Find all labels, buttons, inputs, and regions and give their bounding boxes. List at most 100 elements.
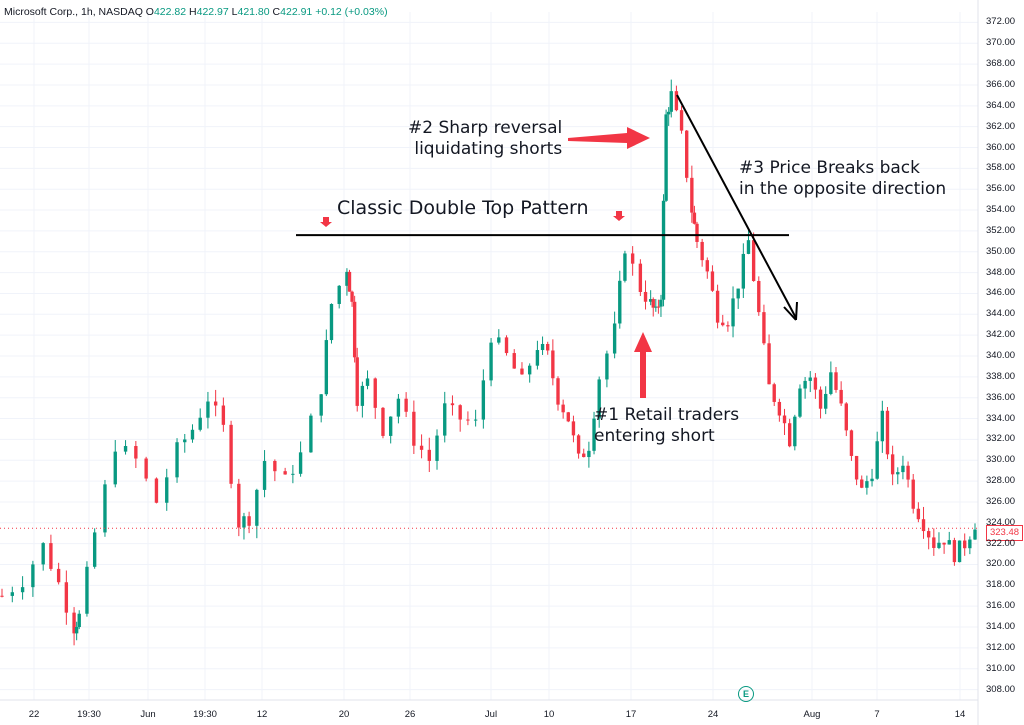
candle-body <box>319 394 323 416</box>
pattern-title: Classic Double Top Pattern <box>337 197 589 219</box>
candle-body <box>85 566 89 614</box>
close-label: C <box>272 6 281 18</box>
candle-body <box>829 372 833 394</box>
candle-body <box>347 271 352 292</box>
candle-body <box>561 404 565 413</box>
candle-body <box>952 540 957 563</box>
candle-body <box>237 483 241 528</box>
y-tick-label: 366.00 <box>986 78 1016 90</box>
trend-arrow-line <box>676 94 797 319</box>
candle-body <box>41 543 45 565</box>
candle-body <box>183 439 187 443</box>
candle-body <box>134 446 138 459</box>
candle-body <box>582 453 586 458</box>
y-tick-label: 326.00 <box>986 495 1016 507</box>
candle-body <box>705 260 709 272</box>
y-tick-label: 318.00 <box>986 579 1016 591</box>
x-tick-label: Jul <box>484 709 498 720</box>
candle-body <box>262 460 267 490</box>
x-tick-label: 14 <box>954 709 966 720</box>
candle-body <box>458 405 462 420</box>
candle-body <box>777 401 782 416</box>
candle-body <box>957 540 962 563</box>
candle-body <box>669 91 673 112</box>
candle-body <box>767 343 771 385</box>
candle-body <box>337 285 341 304</box>
y-tick-label: 350.00 <box>986 245 1016 257</box>
candle-body <box>412 411 416 446</box>
candle-body <box>757 280 761 313</box>
candle-body <box>605 353 609 380</box>
candle-body <box>49 543 53 569</box>
y-tick-label: 358.00 <box>986 162 1016 174</box>
annotation-3: #3 Price Breaks back in the opposite dir… <box>739 158 946 200</box>
candle-body <box>489 342 493 381</box>
candle-body <box>427 449 431 461</box>
high-label: H <box>189 6 197 18</box>
candle-body <box>664 114 668 201</box>
candle-body <box>504 337 509 354</box>
y-tick-label: 308.00 <box>986 683 1016 695</box>
y-tick-label: 348.00 <box>986 266 1016 278</box>
x-tick-label: Jun <box>140 709 156 720</box>
open-label: O <box>145 6 154 18</box>
candle-body <box>772 384 776 402</box>
candle-body <box>623 253 627 281</box>
candle-body <box>932 537 936 548</box>
candle-body <box>661 200 666 300</box>
candle-body <box>731 298 735 327</box>
candle-body <box>103 484 107 533</box>
candle-body <box>690 177 694 213</box>
up-arrow-icon <box>634 332 652 398</box>
candle-body <box>165 477 169 503</box>
candle-body <box>481 380 486 420</box>
x-tick-label: 24 <box>707 709 719 720</box>
candle-body <box>860 479 864 488</box>
y-tick-label: 346.00 <box>986 287 1016 299</box>
candle-body <box>643 291 648 302</box>
candle-body <box>692 212 697 224</box>
candle-body <box>355 357 359 406</box>
low-value: 421.80 <box>237 6 270 18</box>
candle-body <box>793 416 797 447</box>
candle-body <box>535 350 540 366</box>
candle-body <box>154 478 159 503</box>
candle-body <box>365 378 370 386</box>
y-tick-label: 342.00 <box>986 329 1016 341</box>
annotation-3-line2: in the opposite direction <box>739 179 947 199</box>
candle-body <box>576 435 581 454</box>
y-tick-label: 368.00 <box>986 58 1016 70</box>
earnings-icon[interactable]: E <box>738 686 754 702</box>
candle-body <box>667 111 671 115</box>
candle-body <box>381 407 385 436</box>
candle-body <box>973 529 977 540</box>
candle-body <box>695 223 699 242</box>
annotation-2: #2 Sharp reversal liquidating shorts <box>408 118 562 160</box>
candle-body <box>198 417 202 430</box>
candle-body <box>373 378 377 408</box>
y-tick-label: 362.00 <box>986 120 1016 132</box>
down-arrow-icon <box>320 217 332 227</box>
candle-body <box>849 430 854 456</box>
change-value: +0.12 (+0.03%) <box>315 6 388 18</box>
candle-body <box>242 516 246 528</box>
candle-body <box>443 403 447 436</box>
y-tick-label: 338.00 <box>986 370 1016 382</box>
high-value: 422.97 <box>196 6 229 18</box>
y-tick-label: 314.00 <box>986 621 1016 633</box>
candle-body <box>813 377 818 390</box>
candle-body <box>113 451 117 485</box>
candle-body <box>911 479 915 509</box>
candle-body <box>546 343 550 351</box>
candle-body <box>963 540 967 549</box>
candle-body <box>77 613 81 628</box>
x-tick-label: Aug <box>803 709 821 720</box>
candle-body <box>597 379 601 419</box>
x-tick-label: 22 <box>28 709 40 720</box>
candle-body <box>512 353 516 369</box>
candle-body <box>787 423 792 447</box>
candle-body <box>247 516 251 526</box>
candle-body <box>798 388 802 417</box>
candle-body <box>497 337 501 343</box>
